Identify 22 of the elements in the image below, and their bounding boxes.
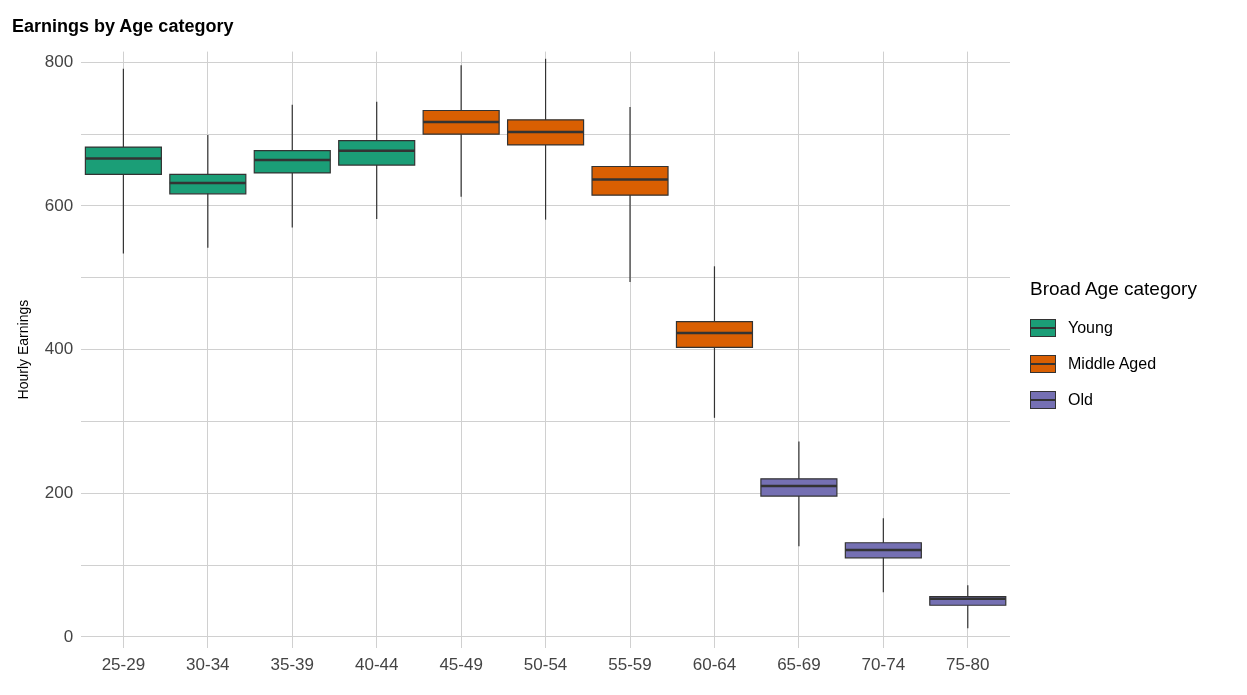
legend-label: Old bbox=[1068, 391, 1093, 409]
x-tick-label: 45-49 bbox=[439, 655, 483, 675]
y-tick-label: 200 bbox=[44, 482, 74, 502]
x-tick-label: 25-29 bbox=[101, 655, 146, 675]
y-tick-label: 0 bbox=[63, 626, 74, 646]
x-tick-label: 30-34 bbox=[186, 655, 230, 675]
y-tick-label: 600 bbox=[44, 195, 74, 215]
chart-title: Earnings by Age category bbox=[12, 15, 234, 36]
x-tick-label: 55-59 bbox=[608, 655, 652, 675]
x-tick-label: 60-64 bbox=[692, 655, 737, 675]
legend-label: Young bbox=[1068, 319, 1113, 337]
legend-label: Middle Aged bbox=[1068, 355, 1157, 373]
x-tick-label: 75-80 bbox=[946, 655, 990, 675]
y-tick-label: 400 bbox=[44, 339, 74, 359]
y-axis-title: Hourly Earnings bbox=[15, 299, 32, 400]
x-tick-label: 40-44 bbox=[354, 655, 399, 675]
x-tick-label: 65-69 bbox=[777, 655, 821, 675]
x-tick-label: 70-74 bbox=[861, 655, 906, 675]
x-tick-label: 50-54 bbox=[523, 655, 568, 675]
y-tick-label: 800 bbox=[44, 52, 74, 72]
legend-title: Broad Age category bbox=[1030, 278, 1197, 300]
x-tick-label: 35-39 bbox=[270, 655, 315, 675]
